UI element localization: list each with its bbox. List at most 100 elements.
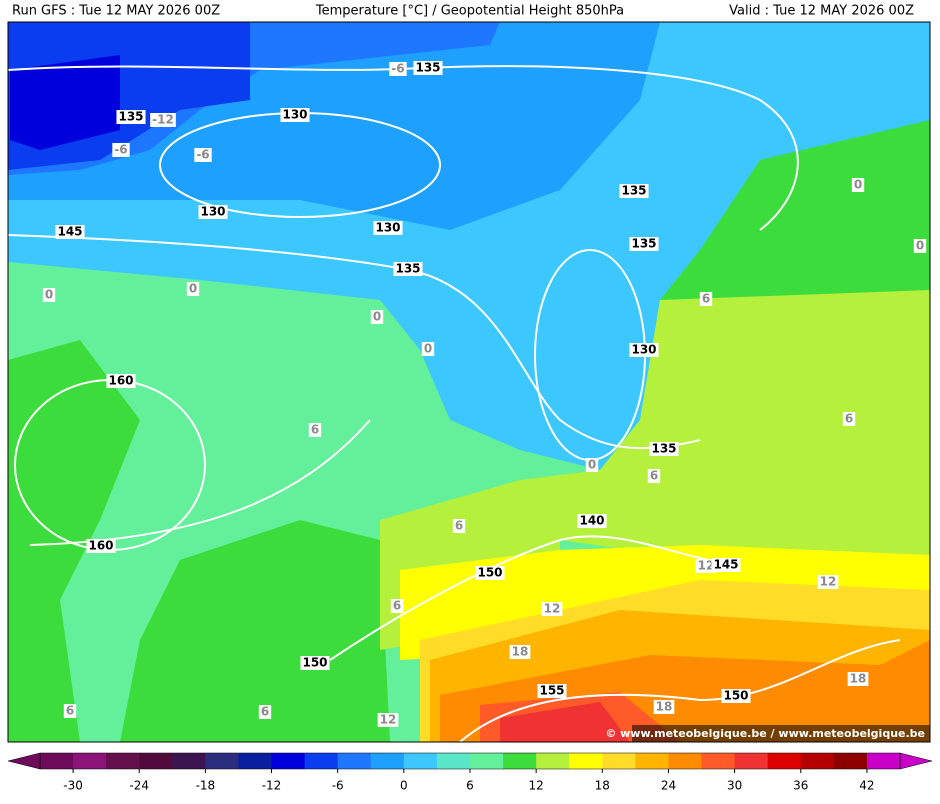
header-right: Valid : Tue 12 MAY 2026 00Z (729, 4, 914, 19)
temperature-label-bg (308, 423, 322, 437)
colorbar-tick-label: 36 (793, 779, 808, 793)
colorbar-swatch (370, 753, 405, 769)
temperature-label-bg (150, 113, 176, 127)
height-label-bg (116, 110, 146, 124)
colorbar-swatch (205, 753, 239, 769)
colorbar-swatch (436, 753, 471, 769)
height-label: 130 (200, 205, 225, 219)
height-label: 130 (375, 221, 400, 235)
temperature-label-bg (695, 559, 717, 573)
temperature-label-bg (63, 704, 77, 718)
colorbar-swatch (337, 753, 372, 769)
height-label-bg (711, 558, 741, 572)
temperature-label: 18 (656, 700, 673, 714)
height-label-bg (300, 656, 330, 670)
temperature-label: -6 (114, 143, 127, 157)
temperature-label: 0 (373, 310, 381, 324)
colorbar-swatch (139, 753, 173, 769)
temperature-label-bg (258, 705, 272, 719)
height-label: 150 (723, 689, 748, 703)
temperature-label: 0 (588, 458, 596, 472)
temperature-label: -12 (152, 113, 174, 127)
height-contours (7, 65, 901, 743)
colorbar-swatch (73, 753, 107, 769)
height-label: 130 (282, 108, 307, 122)
temperature-label-bg (186, 282, 200, 296)
map-field (8, 22, 930, 742)
contour-line (459, 639, 901, 743)
height-label: 135 (395, 262, 420, 276)
temperature-label-bg (699, 292, 713, 306)
colorbar-tick-label: -6 (332, 779, 344, 793)
colorbar-swatch (403, 753, 438, 769)
height-label: 130 (631, 343, 656, 357)
colorbar-tick-label: 6 (466, 779, 474, 793)
temperature-label-bg (370, 310, 384, 324)
colorbar-swatch (800, 753, 835, 769)
temperature-label-bg (653, 700, 675, 714)
height-label-bg (55, 225, 85, 239)
height-label-bg (619, 184, 649, 198)
contour-line (7, 234, 701, 450)
temperature-label-bg (842, 412, 856, 426)
temperature-label-bg (541, 602, 563, 616)
temperature-label: -6 (196, 148, 209, 162)
temperature-label-bg (851, 178, 865, 192)
field-navy (10, 55, 120, 150)
colorbar-swatch (668, 753, 703, 769)
colorbar-swatch (635, 753, 669, 769)
colorbar-tick-label: -18 (196, 779, 216, 793)
colorbar-tick-label: 12 (529, 779, 544, 793)
height-label-bg (629, 237, 659, 251)
height-label-bg (393, 262, 423, 276)
header-center: Temperature [°C] / Geopotential Height 8… (315, 4, 624, 19)
temperature-label-bg (112, 143, 130, 157)
colorbar-swatch (569, 753, 603, 769)
height-label-bg (649, 442, 679, 456)
temperature-label-bg (390, 599, 404, 613)
colorbar-swatch (767, 753, 802, 769)
temperature-label: 6 (845, 412, 853, 426)
colorbar-swatch (172, 753, 206, 769)
height-label: 135 (118, 110, 143, 124)
temperature-label-bg (509, 645, 531, 659)
colorbar-swatch (833, 753, 868, 769)
height-label: 135 (631, 237, 656, 251)
colorbar-swatch (866, 753, 901, 769)
field-green-sw (120, 520, 390, 742)
temperature-label: 12 (380, 713, 397, 727)
height-label: 135 (651, 442, 676, 456)
temperature-label: 6 (702, 292, 710, 306)
header-left: Run GFS : Tue 12 MAY 2026 00Z (12, 4, 220, 19)
height-label-bg (198, 205, 228, 219)
colorbar-tick-label: 18 (595, 779, 610, 793)
temperature-label: 12 (544, 602, 561, 616)
temperature-label: 6 (393, 599, 401, 613)
temperature-label-bg (377, 713, 399, 727)
credit: © www.meteobelgique.be / www.meteobelgiq… (605, 727, 925, 740)
height-label: 160 (108, 374, 133, 388)
temperature-label-bg (452, 519, 466, 533)
colorbar-tick-label: -12 (262, 779, 282, 793)
height-label-bg (106, 374, 136, 388)
colorbar: -30 -24 -18 -12 -6 0 6 12 18 24 30 36 42 (7, 752, 933, 793)
height-label: 160 (88, 539, 113, 553)
colorbar-tick-label: 30 (727, 779, 742, 793)
height-label-bg (629, 343, 659, 357)
temperature-label: 6 (455, 519, 463, 533)
height-label-bg (475, 566, 505, 580)
temperature-label-bg (913, 239, 927, 253)
colorbar-tick-label: -24 (129, 779, 149, 793)
height-label-bg (413, 61, 443, 75)
temperature-label-bg (585, 458, 599, 472)
contour-line (7, 65, 799, 231)
temperature-label-bg (421, 342, 435, 356)
temperature-label: 0 (854, 178, 862, 192)
height-label: 155 (539, 684, 564, 698)
colorbar-swatch (470, 753, 504, 769)
height-label-bg (373, 221, 403, 235)
temperature-label: 6 (66, 704, 74, 718)
temperature-label: 6 (261, 705, 269, 719)
field-green-west (8, 340, 140, 742)
